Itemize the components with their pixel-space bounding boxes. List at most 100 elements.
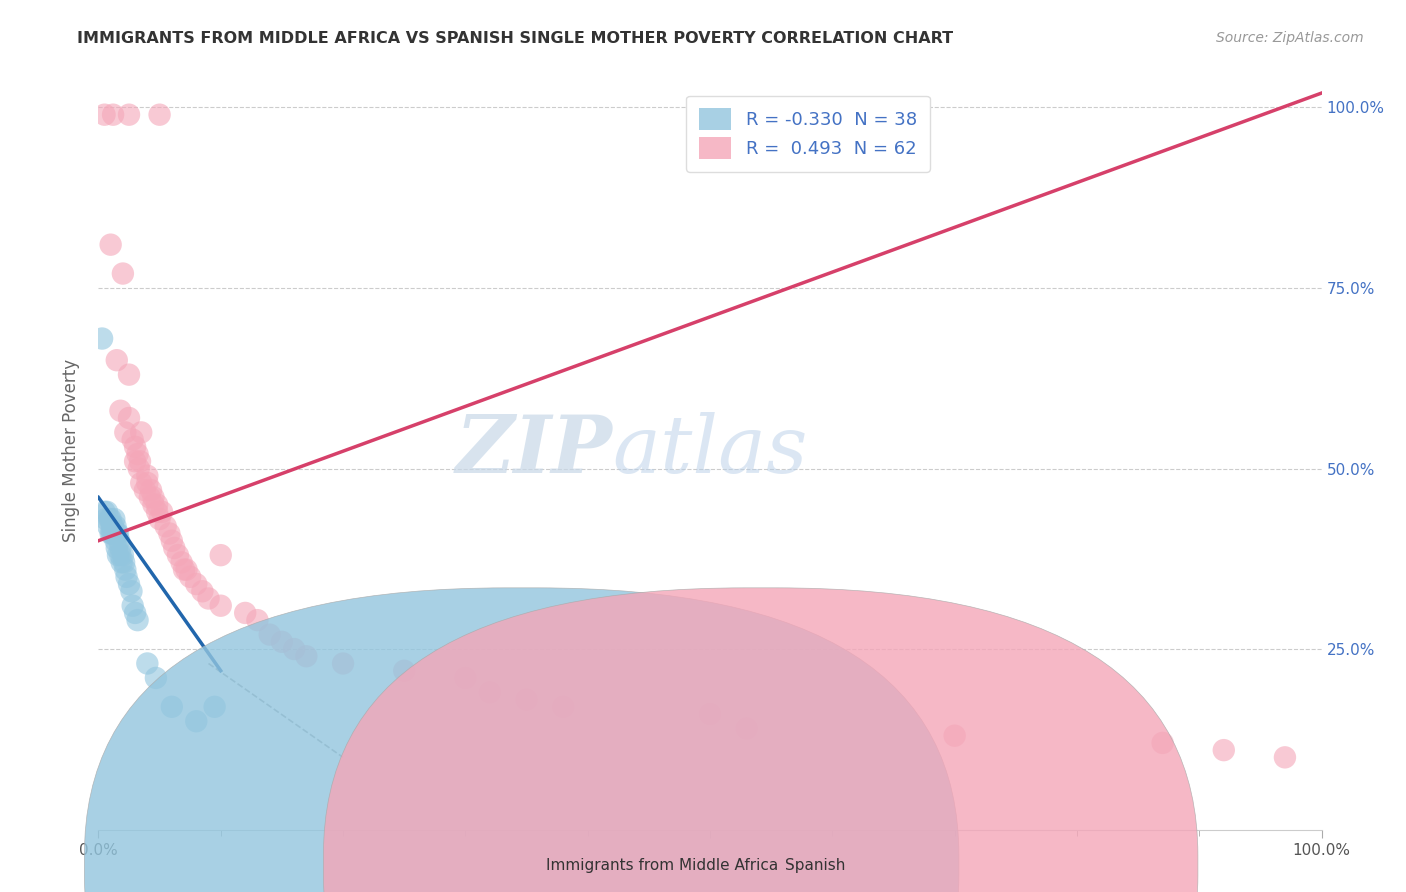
- Text: Spanish: Spanish: [785, 858, 845, 872]
- Point: [101, 519, 124, 533]
- Point: [105, 526, 128, 541]
- Point: [136, 468, 159, 483]
- Point: [111, 548, 134, 562]
- Point: [142, 491, 165, 505]
- Point: [124, 440, 146, 454]
- Point: [160, 533, 183, 548]
- Point: [233, 606, 256, 620]
- Point: [139, 491, 162, 505]
- Point: [295, 649, 318, 664]
- Point: [101, 526, 124, 541]
- Point: [186, 714, 208, 729]
- Point: [735, 722, 758, 736]
- Point: [94, 512, 117, 526]
- Point: [110, 541, 132, 555]
- Point: [149, 108, 172, 122]
- Text: Immigrants from Middle Africa: Immigrants from Middle Africa: [546, 858, 778, 872]
- Point: [118, 411, 141, 425]
- Point: [100, 526, 122, 541]
- Point: [155, 519, 177, 533]
- Y-axis label: Single Mother Poverty: Single Mother Poverty: [62, 359, 80, 542]
- Point: [163, 541, 186, 555]
- Point: [553, 699, 575, 714]
- Point: [101, 108, 124, 122]
- Point: [150, 505, 173, 519]
- Point: [943, 729, 966, 743]
- Point: [129, 475, 152, 490]
- Point: [136, 657, 159, 671]
- Point: [146, 498, 169, 512]
- Point: [107, 548, 129, 562]
- Point: [114, 563, 136, 577]
- Legend: R = -0.330  N = 38, R =  0.493  N = 62: R = -0.330 N = 38, R = 0.493 N = 62: [686, 95, 929, 172]
- Point: [145, 671, 167, 685]
- Point: [114, 425, 136, 440]
- Point: [515, 692, 537, 706]
- Point: [170, 555, 193, 569]
- Point: [101, 519, 124, 533]
- Point: [139, 483, 162, 498]
- Point: [103, 512, 125, 526]
- Point: [129, 454, 152, 468]
- Point: [101, 526, 124, 541]
- Point: [100, 512, 122, 526]
- Text: atlas: atlas: [612, 412, 807, 489]
- Text: IMMIGRANTS FROM MIDDLE AFRICA VS SPANISH SINGLE MOTHER POVERTY CORRELATION CHART: IMMIGRANTS FROM MIDDLE AFRICA VS SPANISH…: [77, 31, 953, 46]
- Point: [110, 403, 132, 417]
- Point: [179, 570, 201, 584]
- Point: [160, 699, 183, 714]
- Point: [270, 635, 294, 649]
- Point: [93, 108, 115, 122]
- Point: [259, 627, 281, 641]
- Point: [110, 548, 132, 562]
- Point: [1274, 750, 1296, 764]
- Point: [118, 108, 141, 122]
- Point: [142, 498, 165, 512]
- Point: [127, 447, 149, 461]
- Point: [176, 563, 198, 577]
- Point: [478, 685, 501, 699]
- Point: [124, 454, 146, 468]
- Point: [112, 555, 135, 569]
- Text: ZIP: ZIP: [456, 412, 612, 489]
- Point: [173, 563, 195, 577]
- Point: [191, 584, 214, 599]
- Point: [204, 699, 226, 714]
- Point: [105, 541, 128, 555]
- Point: [149, 512, 172, 526]
- Point: [104, 519, 127, 533]
- Point: [121, 433, 143, 447]
- Point: [104, 533, 127, 548]
- Point: [1152, 736, 1174, 750]
- Point: [118, 577, 141, 591]
- Point: [454, 671, 477, 685]
- Point: [121, 599, 143, 613]
- Point: [332, 657, 354, 671]
- Point: [96, 505, 118, 519]
- Point: [246, 613, 269, 627]
- Point: [128, 461, 150, 475]
- Point: [129, 425, 152, 440]
- Point: [103, 526, 125, 541]
- Point: [91, 332, 114, 346]
- Point: [97, 519, 120, 533]
- Point: [107, 526, 129, 541]
- Point: [105, 353, 128, 368]
- Point: [283, 642, 305, 657]
- Point: [1212, 743, 1234, 757]
- Point: [93, 505, 115, 519]
- Point: [100, 237, 122, 252]
- Point: [111, 267, 134, 281]
- Point: [146, 505, 169, 519]
- Point: [197, 591, 219, 606]
- Point: [134, 483, 156, 498]
- Point: [392, 664, 416, 678]
- Point: [120, 584, 142, 599]
- Point: [124, 606, 146, 620]
- Point: [157, 526, 180, 541]
- Point: [98, 512, 121, 526]
- Point: [115, 570, 138, 584]
- Point: [108, 533, 131, 548]
- Point: [118, 368, 141, 382]
- Point: [699, 706, 721, 721]
